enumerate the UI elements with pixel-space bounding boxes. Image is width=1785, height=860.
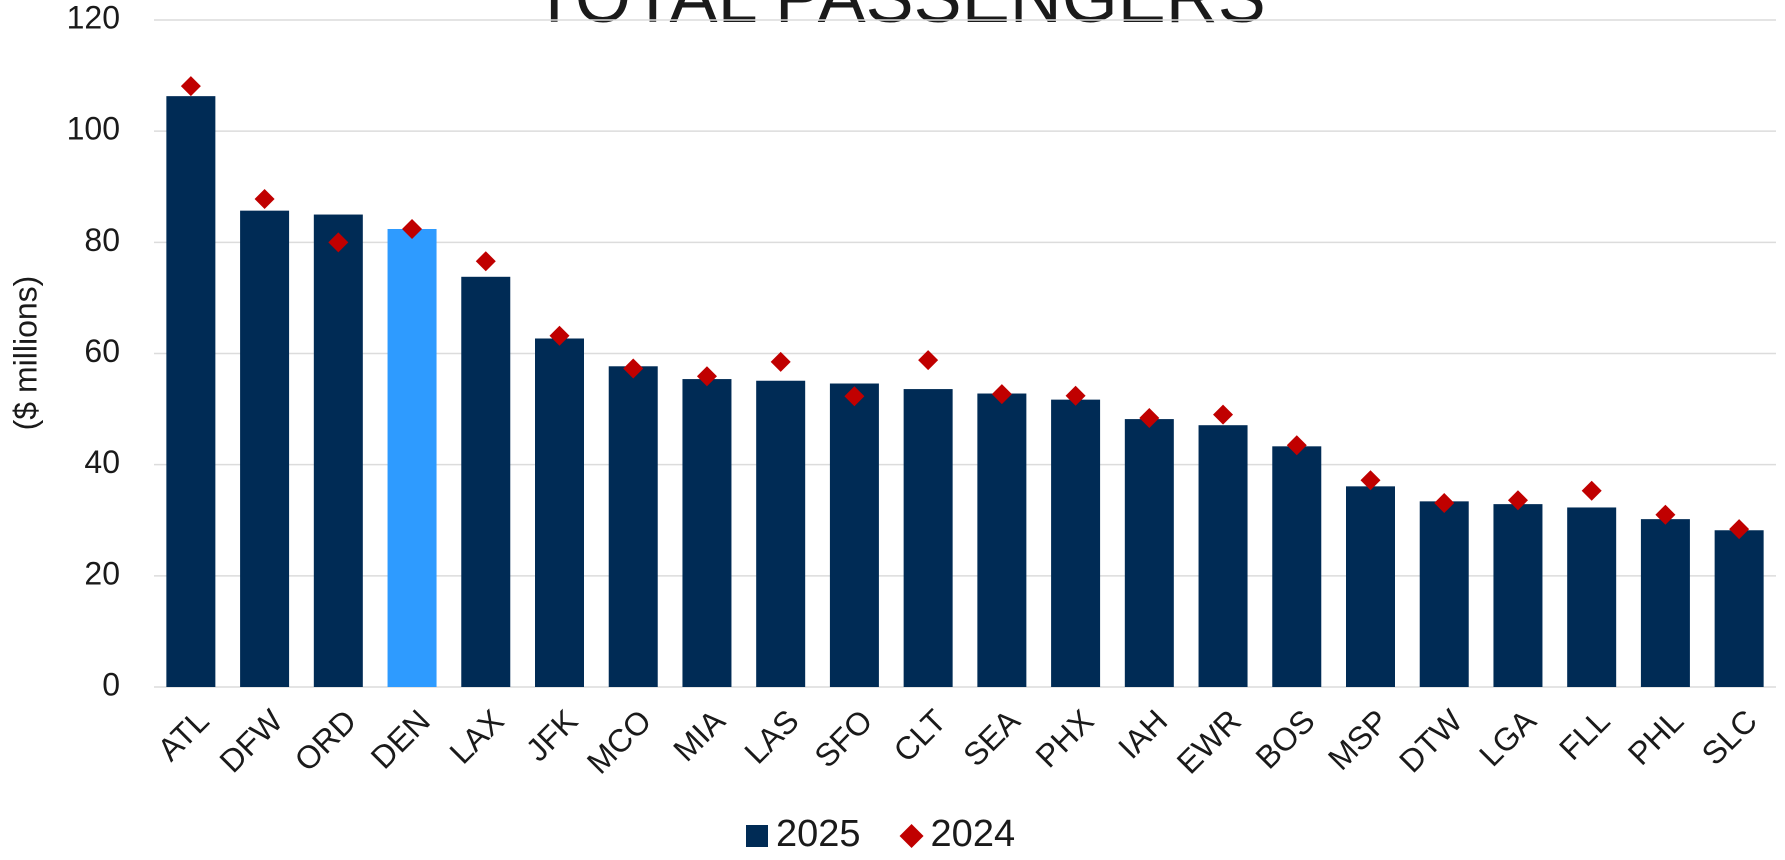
diamond-marker <box>1434 493 1455 514</box>
diamond-marker <box>328 232 349 253</box>
bar <box>1567 507 1617 687</box>
legend-label: 2025 <box>776 813 861 855</box>
x-tick-label: LAS <box>737 702 805 770</box>
bar <box>977 393 1027 687</box>
diamond-marker <box>1581 480 1602 501</box>
y-tick-label: 20 <box>84 555 120 591</box>
bar <box>682 379 732 687</box>
x-tick-label: CLT <box>887 702 954 769</box>
x-tick-label: SLC <box>1695 702 1764 771</box>
x-tick-label: DEN <box>364 702 437 775</box>
diamond-marker <box>918 350 939 371</box>
x-tick-label: SFO <box>807 702 879 774</box>
diamond-marker <box>1729 519 1750 540</box>
x-tick-label: FLL <box>1552 702 1616 766</box>
bar <box>756 380 806 687</box>
diamond-marker <box>991 384 1012 405</box>
bar <box>1419 501 1469 687</box>
diamond-marker <box>1507 490 1528 511</box>
x-tick-label: BOS <box>1248 702 1321 775</box>
bar <box>903 389 953 687</box>
x-tick-label: EWR <box>1170 702 1248 780</box>
diamond-marker <box>549 325 570 346</box>
diamond-marker <box>180 76 201 97</box>
diamond-marker <box>844 386 865 407</box>
x-tick-label: ORD <box>288 702 364 778</box>
diamond-marker <box>1139 407 1160 428</box>
bar <box>535 338 584 687</box>
diamond-marker <box>1655 504 1676 525</box>
x-tick-label: DTW <box>1392 702 1470 780</box>
bar <box>829 383 879 687</box>
bar <box>1124 419 1174 687</box>
y-tick-label: 100 <box>67 111 120 147</box>
x-tick-label: JFK <box>519 702 585 768</box>
bar <box>1198 425 1248 687</box>
diamond-marker <box>475 251 496 272</box>
bar <box>1493 504 1543 687</box>
x-tick-label: SEA <box>956 702 1027 773</box>
bar <box>387 228 437 687</box>
bar <box>461 276 511 687</box>
x-tick-label: PHL <box>1621 702 1690 771</box>
bar <box>1051 399 1101 687</box>
x-tick-label: PHX <box>1029 702 1101 774</box>
y-tick-label: 120 <box>67 0 120 35</box>
bar <box>1272 446 1322 687</box>
bar <box>166 96 216 687</box>
x-tick-label: MSP <box>1321 702 1395 776</box>
x-tick-label: LAX <box>442 702 510 770</box>
legend-label: 2024 <box>931 813 1016 855</box>
x-tick-label: IAH <box>1111 702 1174 765</box>
diamond-marker <box>696 366 717 387</box>
diamond-marker <box>1213 404 1234 425</box>
bar <box>608 366 658 687</box>
bar <box>313 214 363 687</box>
legend-swatch <box>746 825 768 847</box>
bar <box>240 210 290 688</box>
bar <box>1346 486 1395 687</box>
y-tick-label: 0 <box>102 666 120 702</box>
diamond-marker <box>770 351 791 372</box>
diamond-marker <box>1065 385 1086 406</box>
y-tick-label: 40 <box>84 444 120 480</box>
x-tick-label: MIA <box>666 702 732 768</box>
diamond-marker <box>402 218 423 239</box>
x-tick-label: MCO <box>580 702 658 780</box>
diamond-marker <box>254 188 275 209</box>
x-tick-label: ATL <box>151 702 216 767</box>
bar <box>1640 519 1690 687</box>
diamond-marker <box>1360 470 1381 491</box>
x-tick-label: LGA <box>1472 702 1543 773</box>
diamond-marker <box>1286 435 1307 456</box>
diamond-marker <box>623 358 644 379</box>
x-tick-label: DFW <box>213 702 291 780</box>
y-tick-label: 80 <box>84 222 120 258</box>
legend-swatch <box>899 824 924 848</box>
y-tick-label: 60 <box>84 333 120 369</box>
y-axis-label: ($ millions) <box>7 276 43 431</box>
bar <box>1714 530 1764 687</box>
chart-title: TOTAL PASSENGERS <box>532 0 1266 38</box>
